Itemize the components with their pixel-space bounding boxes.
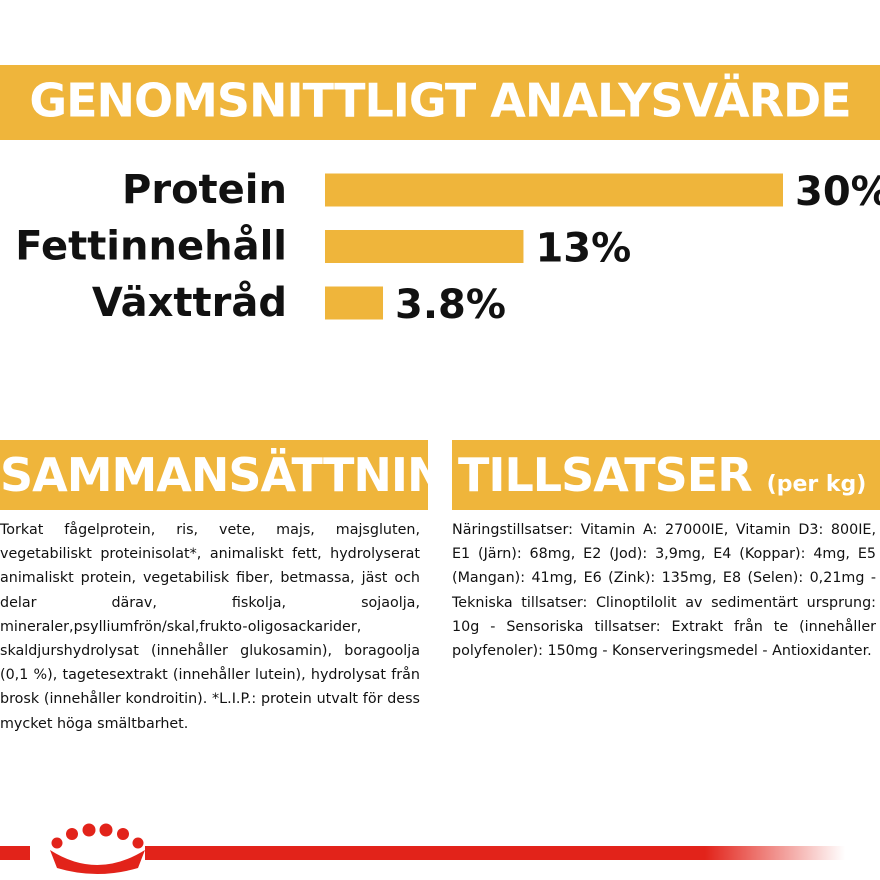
value-label: 3.8% [395,282,506,328]
section-title: TILLSATSER [458,448,753,502]
bar [325,230,524,263]
rule [145,846,845,860]
logo-dot [117,828,129,840]
category-label: Fettinnehåll [15,223,287,270]
logo [0,823,145,874]
section-subtitle: (per kg) [766,472,867,497]
logo-dot [82,823,96,837]
section-title: SAMMANSÄTTNING [0,440,428,510]
category-label: Protein [122,167,287,213]
value-label: 13% [535,226,631,272]
chart-title: GENOMSNITTLIGT ANALYSVÄRDE [29,74,850,128]
title-band [0,65,880,140]
bar [325,173,783,207]
value-label: 30% [795,169,880,215]
logo-base [50,850,145,874]
section-text: Näringstillsatser: Vitamin A: 27000IE, V… [452,522,876,660]
section-text: Torkat fågelprotein, ris, vete, majs, ma… [0,522,420,732]
logo-dot [66,828,78,840]
logo-dot [132,837,144,849]
section-title: TILLSATSER (per kg) [452,440,880,510]
rule [0,846,30,860]
bar [325,286,384,320]
category-label: Växttråd [92,279,287,326]
logo-dot [51,837,63,849]
logo-dot [99,823,113,837]
